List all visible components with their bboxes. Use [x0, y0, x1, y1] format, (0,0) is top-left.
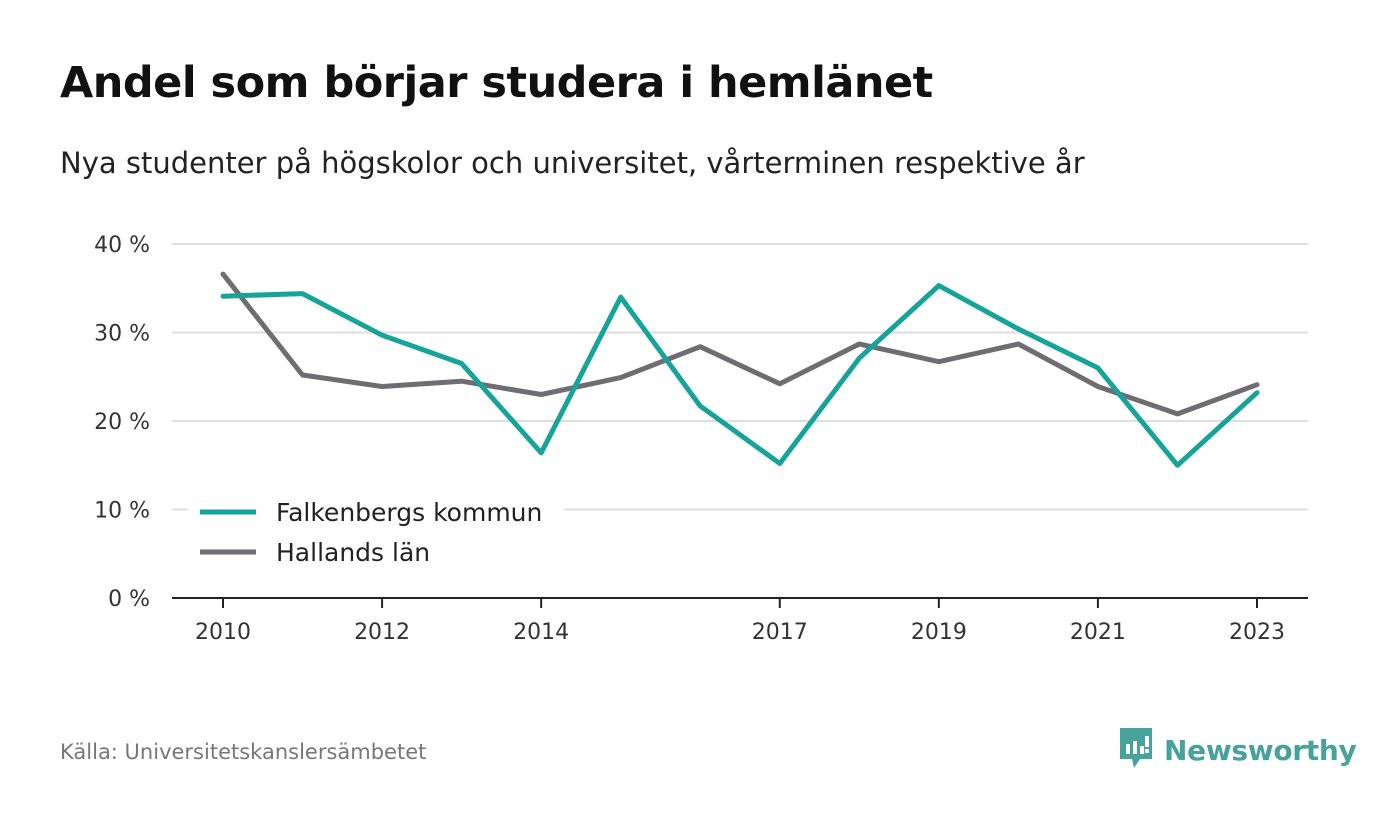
y-tick-label: 10 % [94, 499, 150, 524]
series-line-hallands-lan [220, 271, 1260, 417]
y-tick-label: 30 % [94, 322, 150, 347]
x-tick-label: 2014 [513, 620, 569, 645]
source-note: Källa: Universitetskanslersämbetet [60, 740, 427, 764]
brand-logo: Newsworthy [1118, 727, 1357, 774]
legend-label: Hallands län [276, 538, 430, 567]
axes: 0 % 10 % 20 % 30 % 40 % 2010 2012 2014 2017 2019 2… [94, 233, 1308, 645]
legend: Falkenbergs kommun Hallands län [188, 492, 564, 572]
brand-name: Newsworthy [1164, 733, 1357, 767]
chart-subtitle: Nya studenter på högskolor och universit… [60, 146, 1085, 180]
chart-title: Andel som börjar studera i hemlänet [60, 58, 933, 108]
x-tick-label: 2017 [752, 620, 808, 645]
grid-lines [172, 243, 1308, 511]
y-tick-label: 40 % [94, 233, 150, 258]
x-tick-label: 2023 [1229, 620, 1285, 645]
newsworthy-logo-icon [1118, 727, 1154, 774]
x-tick-label: 2012 [354, 620, 410, 645]
y-tick-label: 20 % [94, 410, 150, 435]
x-tick-label: 2010 [195, 620, 251, 645]
x-tick-label: 2019 [911, 620, 967, 645]
x-tick-label: 2021 [1070, 620, 1126, 645]
legend-label: Falkenbergs kommun [276, 498, 542, 527]
series-lines [220, 271, 1260, 468]
y-tick-label: 0 % [108, 587, 150, 612]
series-line-falkenbergs-kommun [220, 283, 1260, 468]
